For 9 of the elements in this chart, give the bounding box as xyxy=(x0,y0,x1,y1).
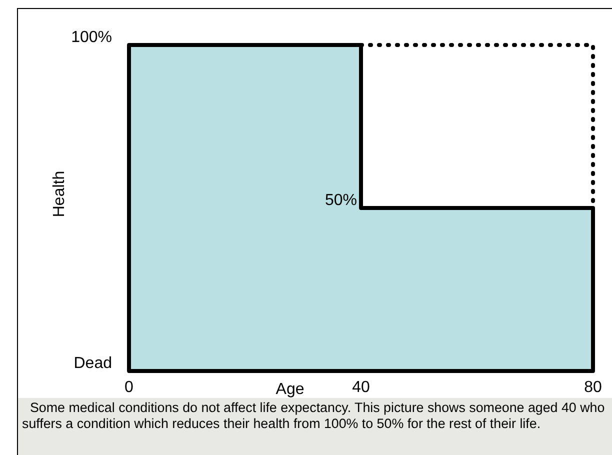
y-axis-title: Health xyxy=(51,170,68,218)
x-tick-label: 40 xyxy=(352,379,370,396)
text: Dead xyxy=(74,355,112,372)
x-tick-label: 0 xyxy=(124,379,134,396)
annotation: 50% xyxy=(324,192,357,209)
text: 100% xyxy=(71,29,112,46)
text: Some medical conditions do not affect life expectancy. This picture shows someone aged 40 who suffers a condition which reduces their health from 100% to 50% for the rest of their life. xyxy=(18,398,612,455)
x-tick-label: 80 xyxy=(584,379,602,396)
x-axis-title: Age xyxy=(276,381,304,398)
